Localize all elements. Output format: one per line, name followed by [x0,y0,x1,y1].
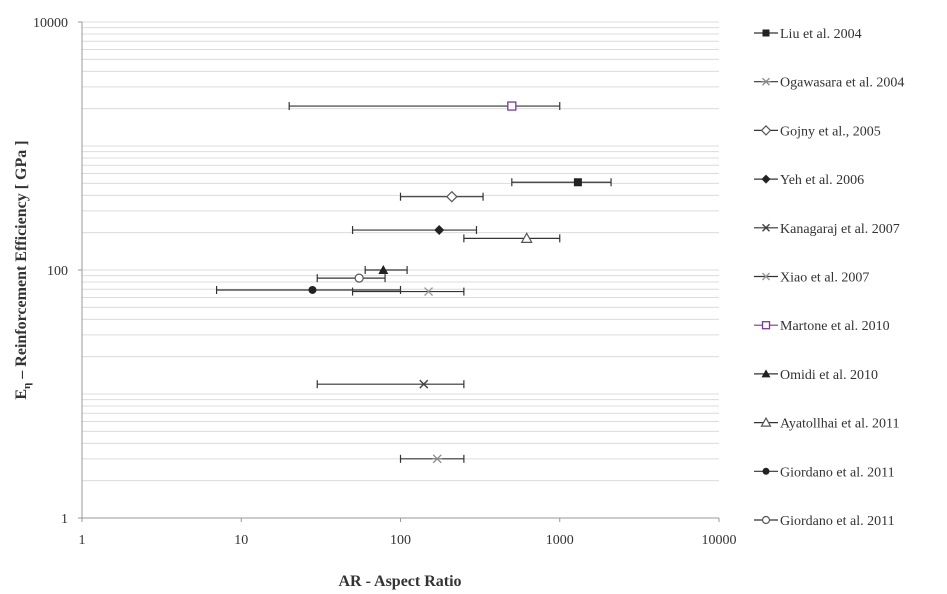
y-tick-label: 100 [47,264,68,279]
legend-label: Yeh et al. 2006 [780,173,864,188]
legend-marker [761,77,771,86]
legend-marker [761,515,771,525]
marker-shape [445,190,458,203]
y-tick-label: 10000 [33,16,68,31]
y-tick-label: 1 [61,512,68,527]
x-tick-label: 100 [390,533,411,548]
x-ticks: 1 10 100 1000 10000 [79,518,737,548]
marker-shape [760,125,772,136]
marker-shape [573,178,582,187]
marker-shape [419,379,429,389]
marker-shape [761,321,771,330]
legend-label: Giordano et al. 2011 [780,514,895,529]
data-points [308,101,582,464]
legend-label: Gojny et al., 2005 [780,124,881,139]
legend-item: Ayatollhai et al. 2011 [754,417,900,432]
legend-label: Kanagaraj et al. 2007 [780,222,900,237]
marker-shape [762,223,770,232]
legend-marker [761,321,771,330]
legend-item: Omidi et al. 2010 [754,368,878,383]
legend-item: Liu et al. 2004 [754,27,862,42]
legend-item: Kanagaraj et al. 2007 [754,222,900,237]
legend-label: Martone et al. 2010 [780,319,890,334]
data-point [354,273,364,283]
marker-shape [762,467,770,475]
legend-item: Yeh et al. 2006 [754,173,864,188]
x-tick-label: 10000 [702,533,737,548]
data-point [419,379,429,389]
data-point [434,225,445,236]
data-point [308,285,317,294]
marker-shape [761,369,771,378]
legend-item: Giordano et al. 2011 [754,514,895,529]
y-axis-title: Eη – Reinforcement Efficiency [ GPa ] [13,140,33,399]
y-axis-title-rest: – Reinforcement Efficiency [ GPa ] [13,140,30,382]
legend: Liu et al. 2004 Ogawasara et al. 2004 Gojn… [754,27,904,529]
legend-marker [762,223,770,232]
data-point [378,265,389,274]
data-point [573,178,582,187]
legend-marker [761,174,771,184]
marker-shape [354,273,364,283]
marker-shape [520,232,533,243]
legend-marker [760,416,772,427]
x-tick-label: 10 [234,533,248,548]
marker-shape [507,101,517,111]
legend-label: Ogawasara et al. 2004 [780,76,904,91]
grid-lines [82,21,719,519]
legend-item: Gojny et al., 2005 [754,124,881,139]
marker-shape [761,174,771,184]
marker-shape [378,265,389,274]
legend-label: Liu et al. 2004 [780,27,862,42]
legend-label: Giordano et al. 2011 [780,465,895,480]
x-tick-label: 1 [79,533,86,548]
data-point [432,454,443,464]
marker-shape [308,285,317,294]
marker-shape [424,287,434,297]
legend-label: Omidi et al. 2010 [780,368,878,383]
data-point [445,190,458,203]
legend-label: Xiao et al. 2007 [780,271,869,286]
marker-shape [761,515,771,525]
legend-marker [762,29,770,37]
legend-label: Ayatollhai et al. 2011 [780,417,900,432]
y-axis-title-sub: η [21,383,33,389]
x-axis-title: AR - Aspect Ratio [338,573,461,590]
y-ticks: 1 100 10000 [33,16,82,527]
legend-marker [761,369,771,378]
data-point [424,287,434,297]
marker-shape [762,272,770,281]
data-point [520,232,533,243]
marker-shape [762,29,770,37]
legend-item: Ogawasara et al. 2004 [754,76,904,91]
legend-marker [762,467,770,475]
marker-shape [760,416,772,427]
legend-marker [760,125,772,136]
marker-shape [434,225,445,236]
x-tick-label: 1000 [546,533,574,548]
legend-marker [762,272,770,281]
legend-item: Martone et al. 2010 [754,319,890,334]
legend-item: Xiao et al. 2007 [754,271,869,286]
y-axis-title-main: E [13,389,30,400]
data-point [507,101,517,111]
legend-item: Giordano et al. 2011 [754,465,895,480]
